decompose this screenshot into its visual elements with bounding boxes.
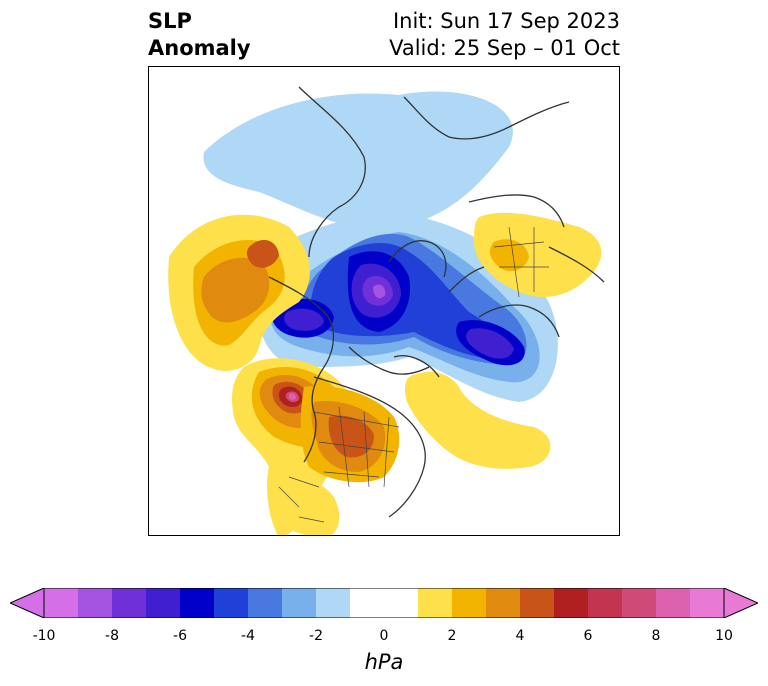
colorbar-cells: [44, 588, 725, 618]
colorbar-cell: [486, 588, 521, 618]
colorbar-outline: [43, 588, 725, 618]
title-line2: Anomaly: [148, 36, 251, 60]
colorbar-tick-label: -6: [173, 628, 187, 644]
colorbar-cell: [350, 588, 385, 618]
colorbar-cell: [112, 588, 147, 618]
colorbar-cell: [282, 588, 317, 618]
colorbar-cell: [316, 588, 351, 618]
unit-label: hPa: [364, 650, 404, 674]
colorbar: [10, 588, 758, 618]
init-date: Init: Sun 17 Sep 2023: [392, 9, 620, 33]
colorbar-tick-label: -8: [105, 628, 119, 644]
colorbar-cell: [180, 588, 215, 618]
colorbar-tick-label: 6: [583, 628, 593, 644]
anomaly-map-svg: [149, 86, 605, 535]
colorbar-tick-label: 2: [447, 628, 457, 644]
title-line1: SLP: [148, 9, 192, 33]
colorbar-cell: [214, 588, 249, 618]
colorbar-cell: [418, 588, 453, 618]
colorbar-cell: [452, 588, 487, 618]
date-info: Init: Sun 17 Sep 2023 Valid: 25 Sep – 01…: [389, 8, 620, 62]
coastline-layer: [268, 86, 605, 518]
colorbar-tick-label: 4: [515, 628, 525, 644]
border-layer: [278, 226, 549, 523]
valid-range: Valid: 25 Sep – 01 Oct: [389, 36, 620, 60]
colorbar-cell: [248, 588, 283, 618]
colorbar-extend-min: [10, 588, 45, 618]
negative-anomaly-layer: [203, 91, 558, 402]
colorbar-cell: [690, 588, 725, 618]
anomaly-map: [148, 66, 620, 536]
colorbar-tick-label: 0: [379, 628, 389, 644]
colorbar-cell: [588, 588, 623, 618]
colorbar-cell: [384, 588, 419, 618]
colorbar-cell: [554, 588, 589, 618]
map-title: SLP Anomaly: [148, 8, 251, 62]
colorbar-tick-label: -4: [241, 628, 255, 644]
colorbar-cell: [622, 588, 657, 618]
colorbar-tick-label: -2: [309, 628, 323, 644]
colorbar-tick-label: 8: [651, 628, 661, 644]
colorbar-extend-max: [723, 588, 758, 618]
colorbar-tick-label: 10: [715, 628, 733, 644]
colorbar-tick-label: -10: [32, 628, 56, 644]
colorbar-cell: [44, 588, 79, 618]
colorbar-cell: [520, 588, 555, 618]
colorbar-cell: [656, 588, 691, 618]
seam: [149, 285, 153, 319]
colorbar-cell: [78, 588, 113, 618]
colorbar-cell: [146, 588, 181, 618]
